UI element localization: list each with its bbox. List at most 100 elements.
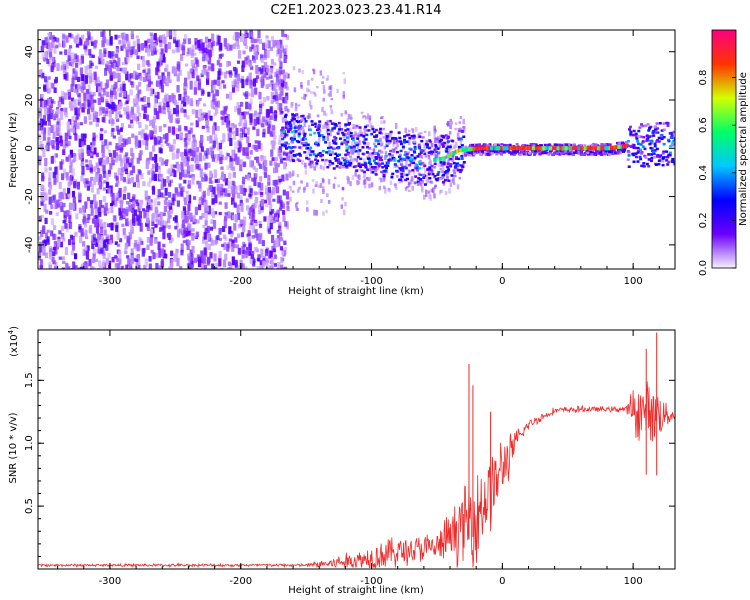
spectrogram-cell (87, 84, 91, 92)
spectrogram-cell (282, 74, 286, 81)
spectrogram-cell (227, 193, 231, 197)
spectrogram-cell (358, 140, 361, 146)
spectrogram-cell (149, 130, 153, 137)
spectrogram-cell (547, 153, 551, 156)
spectrogram-cell (320, 153, 324, 157)
spectrogram-cell (259, 142, 263, 151)
spectrogram-cell (389, 180, 393, 186)
spectrogram-cell (258, 91, 262, 100)
spectrogram-cell (367, 157, 371, 160)
spectrogram-cell (95, 174, 99, 182)
spectrogram-cell (98, 180, 102, 190)
spectrogram-cell (60, 173, 65, 181)
spectrogram-cell (292, 153, 296, 157)
spectrogram-cell (269, 75, 273, 79)
spectrogram-cell (115, 125, 120, 132)
spectrogram-cell (64, 222, 68, 229)
spectrogram-cell (234, 237, 238, 243)
spectrogram-cell (47, 127, 51, 136)
spectrogram-cell (399, 153, 402, 158)
spectrogram-cell (71, 77, 75, 87)
spectrogram-cell (126, 255, 130, 259)
spectrogram-cell (414, 175, 418, 178)
spectrogram-cell (538, 151, 542, 155)
spectrogram-cell (64, 247, 69, 256)
spectrogram-cell (431, 172, 435, 176)
spectrogram-cell (248, 103, 252, 110)
spectrogram-cell (250, 160, 255, 168)
spectrogram-cell (498, 146, 501, 151)
spectrogram-cell (194, 206, 198, 215)
spectrogram-cell (245, 91, 249, 100)
spectrogram-cell (53, 79, 58, 84)
spectrogram-cell (131, 133, 135, 138)
spectrogram-cell (312, 188, 315, 194)
spectrogram-cell (294, 130, 298, 133)
spectrogram-cell (117, 243, 121, 247)
spectrogram-cell (265, 84, 269, 89)
spectrogram-cell (248, 222, 253, 230)
spectrogram-cell (658, 121, 662, 125)
spectrogram-cell (62, 34, 66, 39)
spectrogram-cell (298, 131, 301, 134)
spectrogram-cell (454, 127, 457, 131)
spectrogram-cell (269, 133, 273, 137)
spectrogram-cell (351, 174, 355, 181)
spectrogram-cell (168, 191, 172, 198)
spectrogram-cell (101, 40, 105, 48)
spectrogram-cell (228, 226, 232, 235)
spectrogram-cell (411, 168, 415, 172)
spectrogram-cell (304, 137, 308, 141)
spectrogram-x-ticks: -300 -200 -100 0 100 (57, 30, 660, 287)
spectrogram-cell (231, 80, 235, 88)
spectrogram-cell (269, 204, 273, 212)
spectrogram-cell (363, 183, 367, 189)
spectrogram-cell (74, 265, 78, 269)
spectrogram-cell (496, 143, 500, 147)
spectrogram-cell (65, 157, 69, 161)
spectrogram-cell (580, 153, 584, 156)
spectrogram-cell (203, 231, 207, 240)
spectrogram-cell (285, 34, 290, 40)
y-tick-label: 1.5 (24, 372, 35, 388)
spectrogram-cell (521, 143, 525, 147)
spectrogram-cell (596, 144, 600, 147)
spectrogram-cell (669, 144, 673, 148)
spectrogram-cell (51, 56, 55, 63)
spectrogram-cell (423, 143, 426, 149)
spectrogram-cell (99, 157, 104, 163)
spectrogram-cell (220, 71, 224, 76)
spectrogram-cell (152, 119, 156, 124)
spectrogram-cell (89, 152, 93, 156)
spectrogram-cell (93, 99, 97, 103)
spectrogram-cell (251, 177, 255, 182)
spectrogram-cell (71, 190, 76, 198)
spectrogram-cell (416, 169, 420, 172)
spectrogram-cell (485, 144, 489, 147)
spectrogram-cell (401, 166, 405, 169)
spectrogram-cell (204, 228, 208, 233)
spectrogram-cell (122, 83, 126, 91)
spectrogram-cell (84, 201, 88, 209)
spectrogram-cell (385, 144, 389, 148)
spectrogram-marks (38, 30, 675, 269)
spectrogram-cell (382, 127, 385, 131)
spectrogram-cell (200, 135, 204, 144)
spectrogram-cell (206, 71, 210, 80)
spectrogram-cell (245, 101, 249, 110)
spectrogram-cell (340, 142, 344, 146)
spectrogram-cell (427, 172, 431, 176)
spectrogram-cell (110, 85, 115, 91)
spectrogram-cell (462, 118, 465, 125)
spectrogram-cell (85, 159, 89, 163)
spectrogram-cell (263, 172, 268, 178)
spectrogram-cell (645, 134, 649, 137)
spectrogram-cell (446, 141, 450, 145)
spectrogram-cell (384, 154, 388, 158)
spectrogram-cell (467, 147, 471, 152)
spectrogram-cell (652, 156, 656, 159)
spectrogram-cell (239, 33, 244, 42)
spectrogram-cell (363, 161, 367, 165)
spectrogram-cell (429, 159, 432, 163)
spectrogram-cell (245, 78, 249, 83)
